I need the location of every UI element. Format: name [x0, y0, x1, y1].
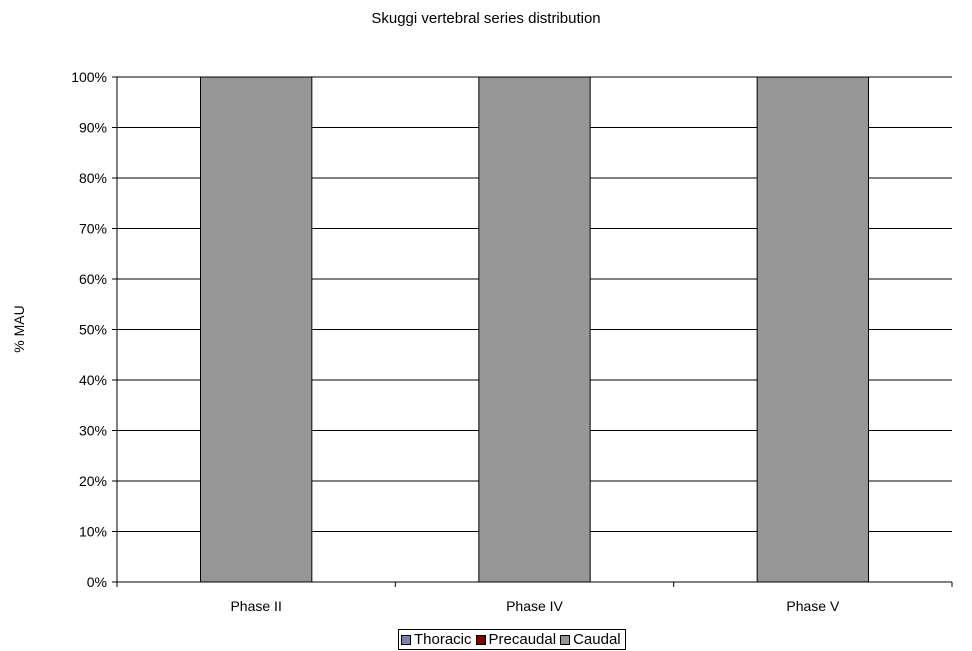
y-tick-label: 10% — [79, 524, 107, 540]
y-tick-label: 100% — [71, 69, 107, 85]
legend-swatch — [475, 634, 486, 645]
legend-label: Thoracic — [414, 631, 472, 648]
y-tick-labels: 0% 10% 20% 30% 40% 50% 60% 70% 80% 90% 100% — [71, 69, 107, 590]
y-axis-label: % MAU — [11, 305, 27, 352]
bar-caudal-phase-v — [756, 76, 870, 583]
y-tick-label: 30% — [79, 423, 107, 439]
y-tick-label: 60% — [79, 271, 107, 287]
legend-swatch — [401, 634, 411, 645]
legend-swatch — [560, 634, 571, 645]
y-tick-label: 0% — [87, 574, 107, 590]
bar-caudal-phase-ii — [200, 76, 313, 583]
y-tick-label: 20% — [79, 473, 107, 489]
x-tick-label: Phase II — [230, 598, 281, 614]
legend: Thoracic Precaudal Caudal — [398, 629, 626, 650]
axes — [112, 76, 953, 587]
legend-item-caudal: Caudal — [560, 631, 621, 648]
legend-label: Caudal — [573, 631, 621, 648]
chart-title: Skuggi vertebral series distribution — [371, 10, 601, 27]
y-tick-label: 50% — [79, 322, 107, 338]
bars — [200, 76, 870, 583]
y-tick-label: 90% — [79, 120, 107, 136]
legend-label: Precaudal — [488, 631, 557, 648]
x-tick-label: Phase V — [786, 598, 840, 614]
y-tick-label: 40% — [79, 372, 107, 388]
bar-caudal-phase-iv — [478, 76, 591, 583]
y-tick-label: 80% — [79, 170, 107, 186]
legend-item-precaudal: Precaudal — [475, 631, 557, 648]
x-tick-labels: Phase II Phase IV Phase V — [230, 598, 839, 614]
legend-item-thoracic: Thoracic — [401, 631, 472, 648]
y-tick-label: 70% — [79, 221, 107, 237]
x-tick-label: Phase IV — [506, 598, 563, 614]
